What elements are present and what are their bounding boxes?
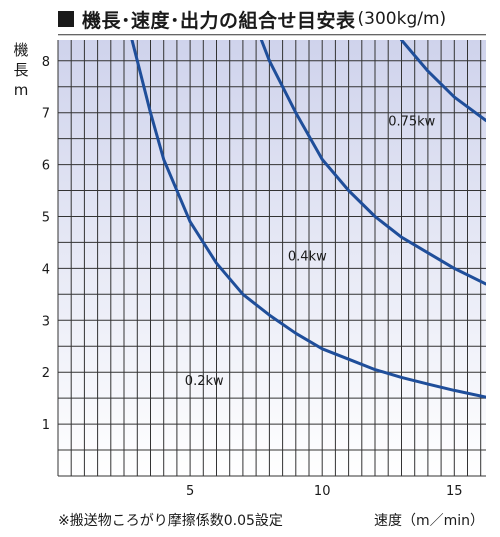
y-tick-label: 2 xyxy=(42,366,50,381)
y-tick-label: 4 xyxy=(42,262,50,277)
chart-title-text: 機長･速度･出力の組合せ目安表 xyxy=(82,9,356,32)
y-axis-label-name: 機長 xyxy=(13,41,29,79)
grid-lines xyxy=(57,34,486,477)
y-tick-label: 3 xyxy=(42,314,50,329)
title-square-bullet xyxy=(58,11,74,27)
series-line-0.4kw xyxy=(259,40,486,286)
x-tick-label: 15 xyxy=(446,484,463,499)
y-axis-label: 機長 m xyxy=(9,40,33,100)
x-axis-label: 速度（m／min） xyxy=(374,513,485,529)
series-curves xyxy=(130,40,486,399)
x-tick-label: 10 xyxy=(314,484,331,499)
axis-ticks: 1 2 3 4 5 6 7 8 5 10 15 xyxy=(42,55,463,499)
series-line-0.2kw xyxy=(130,40,486,399)
y-tick-label: 1 xyxy=(42,418,50,433)
y-tick-label: 5 xyxy=(42,211,50,226)
y-axis-label-unit: m xyxy=(13,81,29,99)
series-label-0.75kw: 0.75kw xyxy=(388,115,435,130)
y-tick-label: 7 xyxy=(42,107,50,122)
series-labels: 0.2kw 0.4kw 0.75kw xyxy=(185,115,436,390)
chart-title-unit: (300kg/m) xyxy=(357,9,447,29)
plot-background xyxy=(58,40,486,476)
series-label-0.4kw: 0.4kw xyxy=(288,250,327,265)
series-label-0.2kw: 0.2kw xyxy=(185,374,224,389)
footnote: ※搬送物ころがり摩擦係数0.05設定 xyxy=(58,513,283,529)
series-line-0.75kw xyxy=(400,40,486,122)
y-tick-label: 8 xyxy=(42,55,50,70)
chart-title: 機長･速度･出力の組合せ目安表 (300kg/m) xyxy=(58,4,446,34)
x-tick-label: 5 xyxy=(186,484,194,499)
y-tick-label: 6 xyxy=(42,159,50,174)
